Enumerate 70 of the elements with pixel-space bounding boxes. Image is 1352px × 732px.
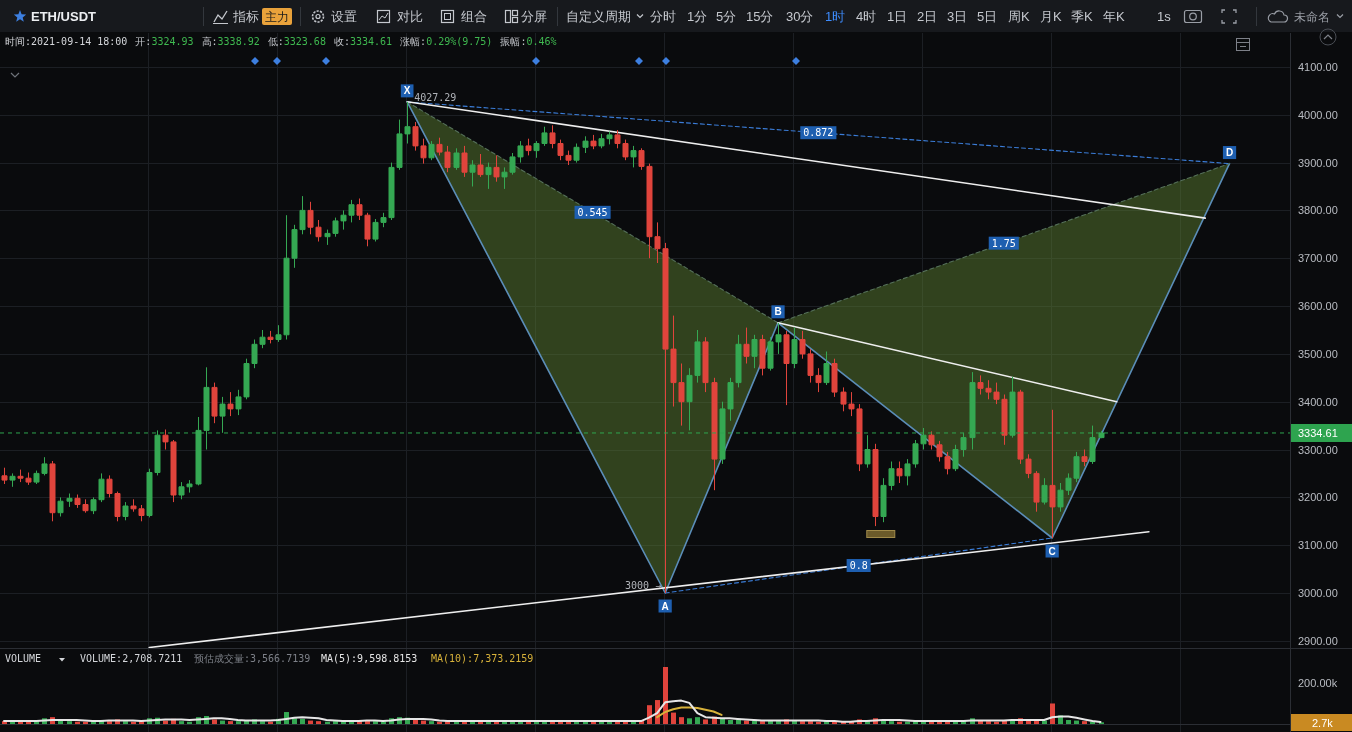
data-label: C: [1048, 545, 1056, 557]
text: 30分: [786, 9, 814, 24]
text: 未命名: [1294, 10, 1330, 24]
annotation: 0.46%: [526, 36, 557, 47]
y-tick-label: 3300.00: [1298, 443, 1338, 456]
y-tick-label: 3800.00: [1298, 204, 1338, 217]
data-label: X: [403, 85, 411, 97]
y-tick-label: 3700.00: [1298, 252, 1338, 265]
data-label: 4027.29: [414, 91, 457, 103]
text: 季K: [1071, 9, 1093, 24]
y-tick-label: 4000.00: [1298, 108, 1338, 121]
data-label: D: [1225, 147, 1234, 159]
annotation: 高:: [201, 36, 218, 47]
annotation: 1.75: [991, 237, 1016, 249]
text: 分屏: [521, 9, 547, 24]
annotation: 3323.68: [283, 36, 326, 47]
annotation: 0.872: [803, 127, 834, 139]
text: 1s: [1157, 9, 1172, 24]
annotation: 3338.92: [217, 36, 260, 47]
annotation: 3324.93: [151, 36, 194, 47]
y-tick-label: 3200.00: [1298, 491, 1338, 504]
text: 5分: [716, 9, 737, 24]
data-label: B: [774, 306, 782, 318]
text: 组合: [461, 9, 487, 24]
y-tick-label: 4100.00: [1298, 60, 1338, 73]
annotation: 3334.61: [349, 36, 393, 47]
text: ETH/USDT: [31, 9, 97, 24]
y-tick-label: 3000.00: [1298, 587, 1338, 599]
text: 分时: [650, 9, 676, 24]
text: 2日: [917, 9, 938, 24]
text: 周K: [1008, 9, 1030, 24]
y-tick-label: 3500.00: [1298, 347, 1338, 360]
annotation: 开:: [135, 36, 152, 47]
text: 预估成交量:3,566.7139: [194, 653, 311, 664]
text: 200.00k: [1298, 677, 1338, 689]
text: 15分: [746, 9, 774, 24]
text: 1日: [887, 9, 908, 24]
text: 1时: [825, 9, 846, 24]
text: MA(10):7,373.2159: [431, 653, 534, 664]
text: 主力: [265, 10, 289, 24]
annotation: 收:: [333, 36, 350, 47]
annotation: 0.8: [849, 560, 868, 572]
y-tick-label: 3600.00: [1298, 300, 1338, 313]
annotation: 振幅:: [500, 36, 527, 47]
data-label: 3000 →: [625, 580, 662, 591]
text: 设置: [331, 9, 357, 24]
text: 4时: [856, 9, 877, 24]
text: 3日: [947, 9, 968, 24]
text: 自定义周期: [566, 9, 631, 24]
data-label: A: [661, 600, 669, 612]
text: 指标: [232, 9, 259, 24]
ref-line-label: 3334.61: [1298, 426, 1338, 439]
text: 1分: [687, 9, 708, 24]
annotation: 0.29%(9.75): [426, 36, 493, 47]
y-tick-label: 2900.00: [1298, 634, 1338, 647]
text: 月K: [1040, 9, 1062, 24]
annotation: 时间:2021-09-14 18:00: [5, 36, 128, 47]
text: 5日: [977, 9, 998, 24]
chart-title: VOLUME: [5, 653, 42, 664]
text: 对比: [397, 9, 423, 24]
annotation: 涨幅:: [400, 36, 427, 47]
text: MA(5):9,598.8153: [321, 653, 418, 664]
text: 2.7k: [1312, 716, 1334, 729]
annotation: 0.545: [577, 206, 608, 218]
annotation: 低:: [267, 36, 284, 47]
text: VOLUME:2,708.7211: [80, 653, 183, 664]
y-tick-label: 3900.00: [1298, 156, 1338, 169]
y-tick-label: 3400.00: [1298, 395, 1338, 408]
y-tick-label: 3100.00: [1298, 539, 1338, 552]
text: 年K: [1103, 9, 1125, 24]
